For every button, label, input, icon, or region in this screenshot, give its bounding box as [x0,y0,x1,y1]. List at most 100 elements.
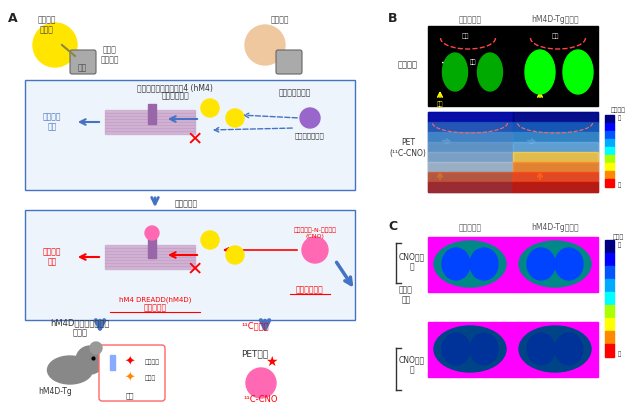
Text: 神経活性
抑制: 神経活性 抑制 [43,112,61,132]
Circle shape [33,23,77,67]
Bar [428,172,513,182]
Text: アセチルコリン: アセチルコリン [295,133,325,139]
Bar [105,245,195,248]
Bar [513,237,598,292]
Text: 免疫染色: 免疫染色 [398,61,418,69]
Bar [513,142,598,152]
Text: B: B [388,12,398,25]
Text: 正常マウス: 正常マウス [458,15,482,25]
Bar [105,248,195,250]
Bar [605,253,614,266]
FancyBboxPatch shape [276,50,302,74]
Text: 皮質: 皮質 [437,101,443,107]
Text: ✦: ✦ [125,356,135,368]
Bar [605,179,614,187]
Circle shape [246,368,276,398]
Ellipse shape [434,326,506,372]
Bar [148,104,156,124]
Text: ヒトムスカリン受容体4 (hM4): ヒトムスカリン受容体4 (hM4) [137,84,213,93]
Bar [605,318,614,331]
Bar [605,139,614,147]
Text: 海馬: 海馬 [470,59,477,65]
Bar [605,131,614,139]
Bar [605,292,614,305]
Circle shape [76,346,104,374]
Ellipse shape [47,356,92,384]
Bar [605,279,614,292]
Bar [105,131,195,133]
Circle shape [302,237,328,263]
Ellipse shape [519,241,591,287]
Bar [105,257,195,259]
Ellipse shape [563,50,593,94]
Text: A: A [8,12,18,25]
Text: 受容体
（鍵穴）: 受容体 （鍵穴） [100,45,119,65]
Text: ★: ★ [265,355,277,369]
Bar [605,266,614,279]
Text: 小脳: 小脳 [461,33,469,39]
Text: 神経細胞: 神経細胞 [145,359,160,365]
Ellipse shape [478,53,502,91]
Ellipse shape [519,326,591,372]
Text: 人工受容体: 人工受容体 [143,303,167,313]
FancyBboxPatch shape [25,80,355,190]
Bar [110,355,115,370]
Text: hM4 DREADD(hM4D): hM4 DREADD(hM4D) [119,297,191,303]
Bar [513,162,598,172]
Text: C: C [388,220,397,233]
Ellipse shape [555,333,583,365]
Bar [105,116,195,118]
Bar [605,344,614,357]
Bar [513,152,598,162]
Bar [428,112,513,192]
Text: 血流量: 血流量 [612,234,624,240]
Circle shape [145,226,159,240]
Bar [105,128,195,130]
Bar [513,132,598,142]
Text: PET薬剤: PET薬剤 [241,349,269,358]
Text: 内因性受容体: 内因性受容体 [161,91,189,101]
FancyBboxPatch shape [70,50,96,74]
Text: 内因性リガンド: 内因性リガンド [279,88,311,97]
Bar [105,254,195,257]
Bar [105,260,195,263]
Bar [105,122,195,124]
Bar [428,322,513,377]
Bar [105,263,195,265]
Text: 遺伝子編集: 遺伝子編集 [175,200,198,208]
Bar [428,112,513,122]
Text: CNO投与
前: CNO投与 前 [399,252,425,272]
Text: リガンド
（鍵）: リガンド （鍵） [38,15,56,34]
Bar [105,266,195,269]
Text: hM4D強制発現マウス
を作製: hM4D強制発現マウス を作製 [51,318,110,338]
Text: 合わない: 合わない [270,15,289,24]
Bar [428,122,513,132]
Circle shape [300,108,320,128]
Bar [428,152,513,162]
Bar [105,251,195,253]
Text: クロザピン-N-オキシド
(CNO): クロザピン-N-オキシド (CNO) [293,227,336,239]
Text: 脳血流
画像: 脳血流 画像 [399,285,413,305]
Bar [428,237,513,292]
Bar [605,147,614,155]
Bar [605,240,614,253]
Text: 低: 低 [618,351,621,357]
Bar [148,238,156,258]
Bar [605,123,614,131]
Ellipse shape [527,333,555,365]
Circle shape [245,25,285,65]
Bar [428,142,513,152]
Text: 合う: 合う [77,63,87,72]
Ellipse shape [555,248,583,280]
Bar [513,112,598,192]
Bar [513,322,598,377]
Bar [605,163,614,171]
Text: ✕: ✕ [187,130,203,149]
FancyBboxPatch shape [99,345,165,401]
Circle shape [201,231,219,249]
Text: hM4D-Tg: hM4D-Tg [38,387,72,396]
Ellipse shape [525,50,555,94]
Circle shape [201,99,219,117]
Text: 神経活性
抑制: 神経活性 抑制 [43,247,61,267]
Text: hM4D-Tgマウス: hM4D-Tgマウス [531,223,579,232]
